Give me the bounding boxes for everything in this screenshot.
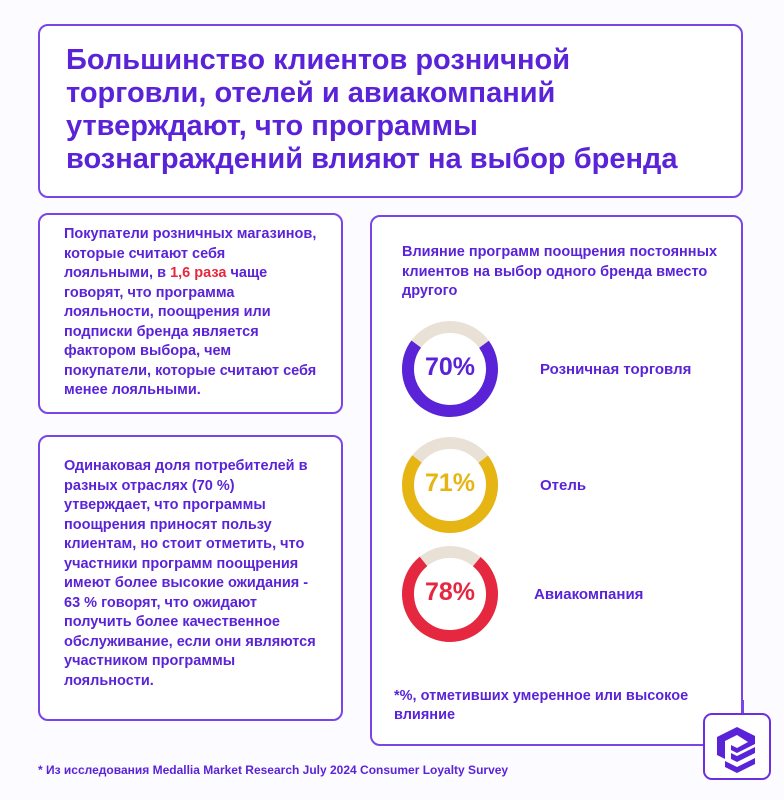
donut-percent-label: 70% — [424, 353, 476, 381]
donut-arc — [402, 437, 498, 533]
chart-title: Влияние программ поощрения постоянных кл… — [402, 244, 718, 299]
brand-logo — [703, 713, 771, 780]
chart-panel: Влияние программ поощрения постоянных кл… — [370, 215, 743, 746]
footnote: * Из исследования Medallia Market Resear… — [38, 763, 509, 777]
donut-chart — [402, 437, 498, 533]
logo-icon — [717, 727, 755, 773]
text-part: Покупатели розничных магазинов, которые … — [64, 226, 317, 281]
retail-loyalty-box: Покупатели розничных магазинов, которые … — [38, 213, 343, 414]
donut-chart — [402, 546, 498, 642]
industries-box: Одинаковая доля потребителей в разных от… — [38, 435, 343, 721]
connector-line — [688, 745, 690, 746]
donut-percent-label: 78% — [424, 578, 476, 606]
connector-line — [742, 700, 744, 714]
retail-loyalty-text: Покупатели розничных магазинов, которые … — [64, 225, 317, 401]
donut-category-label: Авиакомпания — [534, 586, 644, 603]
text-part: чаще говорят, что программа лояльности, … — [64, 265, 317, 398]
chart-note: *%, отметивших умеренное или высокое вли… — [394, 688, 689, 723]
title-box: Большинство клиентов розничной торговли,… — [38, 24, 743, 198]
page-title: Большинство клиентов розничной торговли,… — [66, 44, 678, 175]
donut-category-label: Розничная торговля — [540, 361, 692, 378]
industries-text: Одинаковая доля потребителей в разных от… — [64, 458, 316, 689]
donut-arc — [402, 546, 498, 642]
donut-chart — [402, 321, 498, 417]
highlight-value: 1,6 раза — [170, 265, 227, 281]
donut-percent-label: 71% — [424, 469, 476, 497]
donut-category-label: Отель — [540, 477, 587, 494]
